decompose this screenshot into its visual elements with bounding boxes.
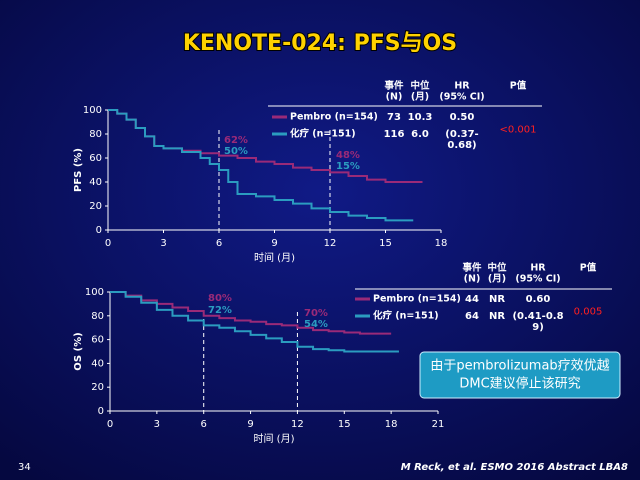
annotation: 48% bbox=[336, 150, 360, 161]
table-cell: 73 bbox=[387, 112, 401, 123]
y-tick-label: 40 bbox=[91, 358, 104, 369]
x-tick-label: 15 bbox=[338, 419, 351, 430]
table-cell: 44 bbox=[465, 294, 479, 305]
x-tick-label: 15 bbox=[379, 238, 392, 249]
callout-text: DMC建议停止该研究 bbox=[459, 376, 580, 392]
y-tick-label: 40 bbox=[89, 177, 102, 188]
table-header: (月) bbox=[488, 274, 506, 285]
legend-label: Pembro (n=154) bbox=[373, 294, 461, 305]
x-tick-label: 9 bbox=[271, 238, 277, 249]
table-cell: 9) bbox=[532, 322, 544, 333]
x-tick-label: 6 bbox=[216, 238, 222, 249]
footer: M Reck, et al. ESMO 2016 Abstract LBA8 bbox=[401, 462, 628, 473]
y-tick-label: 60 bbox=[91, 335, 104, 346]
p-value: 0.005 bbox=[574, 307, 603, 318]
table-header: 中位 bbox=[487, 262, 507, 274]
x-tick-label: 21 bbox=[432, 419, 445, 430]
table-header: HR bbox=[530, 263, 546, 274]
legend-label: 化疗 (n=151) bbox=[290, 128, 356, 140]
y-axis-label: OS (%) bbox=[73, 332, 84, 370]
y-tick-label: 20 bbox=[91, 382, 104, 393]
y-tick-label: 0 bbox=[98, 406, 104, 417]
table-header: HR bbox=[454, 81, 470, 92]
slide-title: KENOTE-024: PFS与OS bbox=[183, 31, 457, 56]
page-number: 34 bbox=[18, 462, 31, 473]
table-cell: 10.3 bbox=[408, 112, 433, 123]
y-tick-label: 80 bbox=[91, 311, 104, 322]
table-header: (95% CI) bbox=[439, 92, 484, 103]
table-cell: NR bbox=[489, 311, 505, 322]
annotation: 62% bbox=[224, 135, 248, 146]
y-tick-label: 20 bbox=[89, 201, 102, 212]
y-tick-label: 60 bbox=[89, 153, 102, 164]
table-cell: 0.60 bbox=[526, 294, 551, 305]
table-header: (N) bbox=[464, 274, 481, 285]
x-tick-label: 18 bbox=[435, 238, 448, 249]
callout-box bbox=[419, 351, 621, 399]
x-tick-label: 0 bbox=[105, 238, 111, 249]
x-axis-label: 时间 (月) bbox=[254, 432, 295, 445]
table-cell: 6.0 bbox=[411, 129, 429, 140]
x-tick-label: 12 bbox=[291, 419, 304, 430]
annotation: 54% bbox=[304, 319, 328, 330]
annotation: 80% bbox=[208, 293, 232, 304]
table-header: 中位 bbox=[410, 80, 430, 92]
table-cell: 116 bbox=[384, 129, 405, 140]
table-cell: NR bbox=[489, 294, 505, 305]
x-tick-label: 3 bbox=[154, 419, 160, 430]
y-tick-label: 80 bbox=[89, 129, 102, 140]
callout-text: 由于pembrolizumab疗效优越 bbox=[430, 359, 609, 374]
table-cell: 0.50 bbox=[450, 112, 475, 123]
table-header: (月) bbox=[411, 92, 429, 103]
annotation: 70% bbox=[304, 308, 328, 319]
table-header: (N) bbox=[386, 92, 403, 103]
x-tick-label: 3 bbox=[160, 238, 166, 249]
annotation: 15% bbox=[336, 161, 360, 172]
table-cell: 0.68) bbox=[447, 140, 476, 151]
x-tick-label: 0 bbox=[107, 419, 113, 430]
annotation: 50% bbox=[224, 146, 248, 157]
table-header: P值 bbox=[510, 80, 527, 92]
table-header: 事件 bbox=[462, 262, 482, 274]
table-header: 事件 bbox=[384, 80, 404, 92]
table-header: P值 bbox=[580, 262, 597, 274]
table-cell: 64 bbox=[465, 311, 479, 322]
x-tick-label: 9 bbox=[247, 419, 253, 430]
y-axis-label: PFS (%) bbox=[73, 148, 84, 192]
table-cell: (0.37- bbox=[445, 129, 478, 140]
y-tick-label: 0 bbox=[96, 225, 102, 236]
survival-curve bbox=[108, 109, 414, 222]
survival-curve bbox=[110, 291, 399, 353]
y-tick-label: 100 bbox=[83, 105, 102, 116]
table-header: (95% CI) bbox=[515, 274, 560, 285]
y-tick-label: 100 bbox=[85, 287, 104, 298]
x-tick-label: 18 bbox=[385, 419, 398, 430]
x-axis-label: 时间 (月) bbox=[254, 251, 295, 264]
legend-label: Pembro (n=154) bbox=[290, 112, 378, 123]
x-tick-label: 12 bbox=[324, 238, 337, 249]
annotation: 72% bbox=[208, 305, 232, 316]
x-tick-label: 6 bbox=[201, 419, 207, 430]
p-value: <0.001 bbox=[499, 125, 536, 136]
table-cell: (0.41-0.8 bbox=[512, 311, 563, 322]
legend-label: 化疗 (n=151) bbox=[373, 310, 439, 322]
